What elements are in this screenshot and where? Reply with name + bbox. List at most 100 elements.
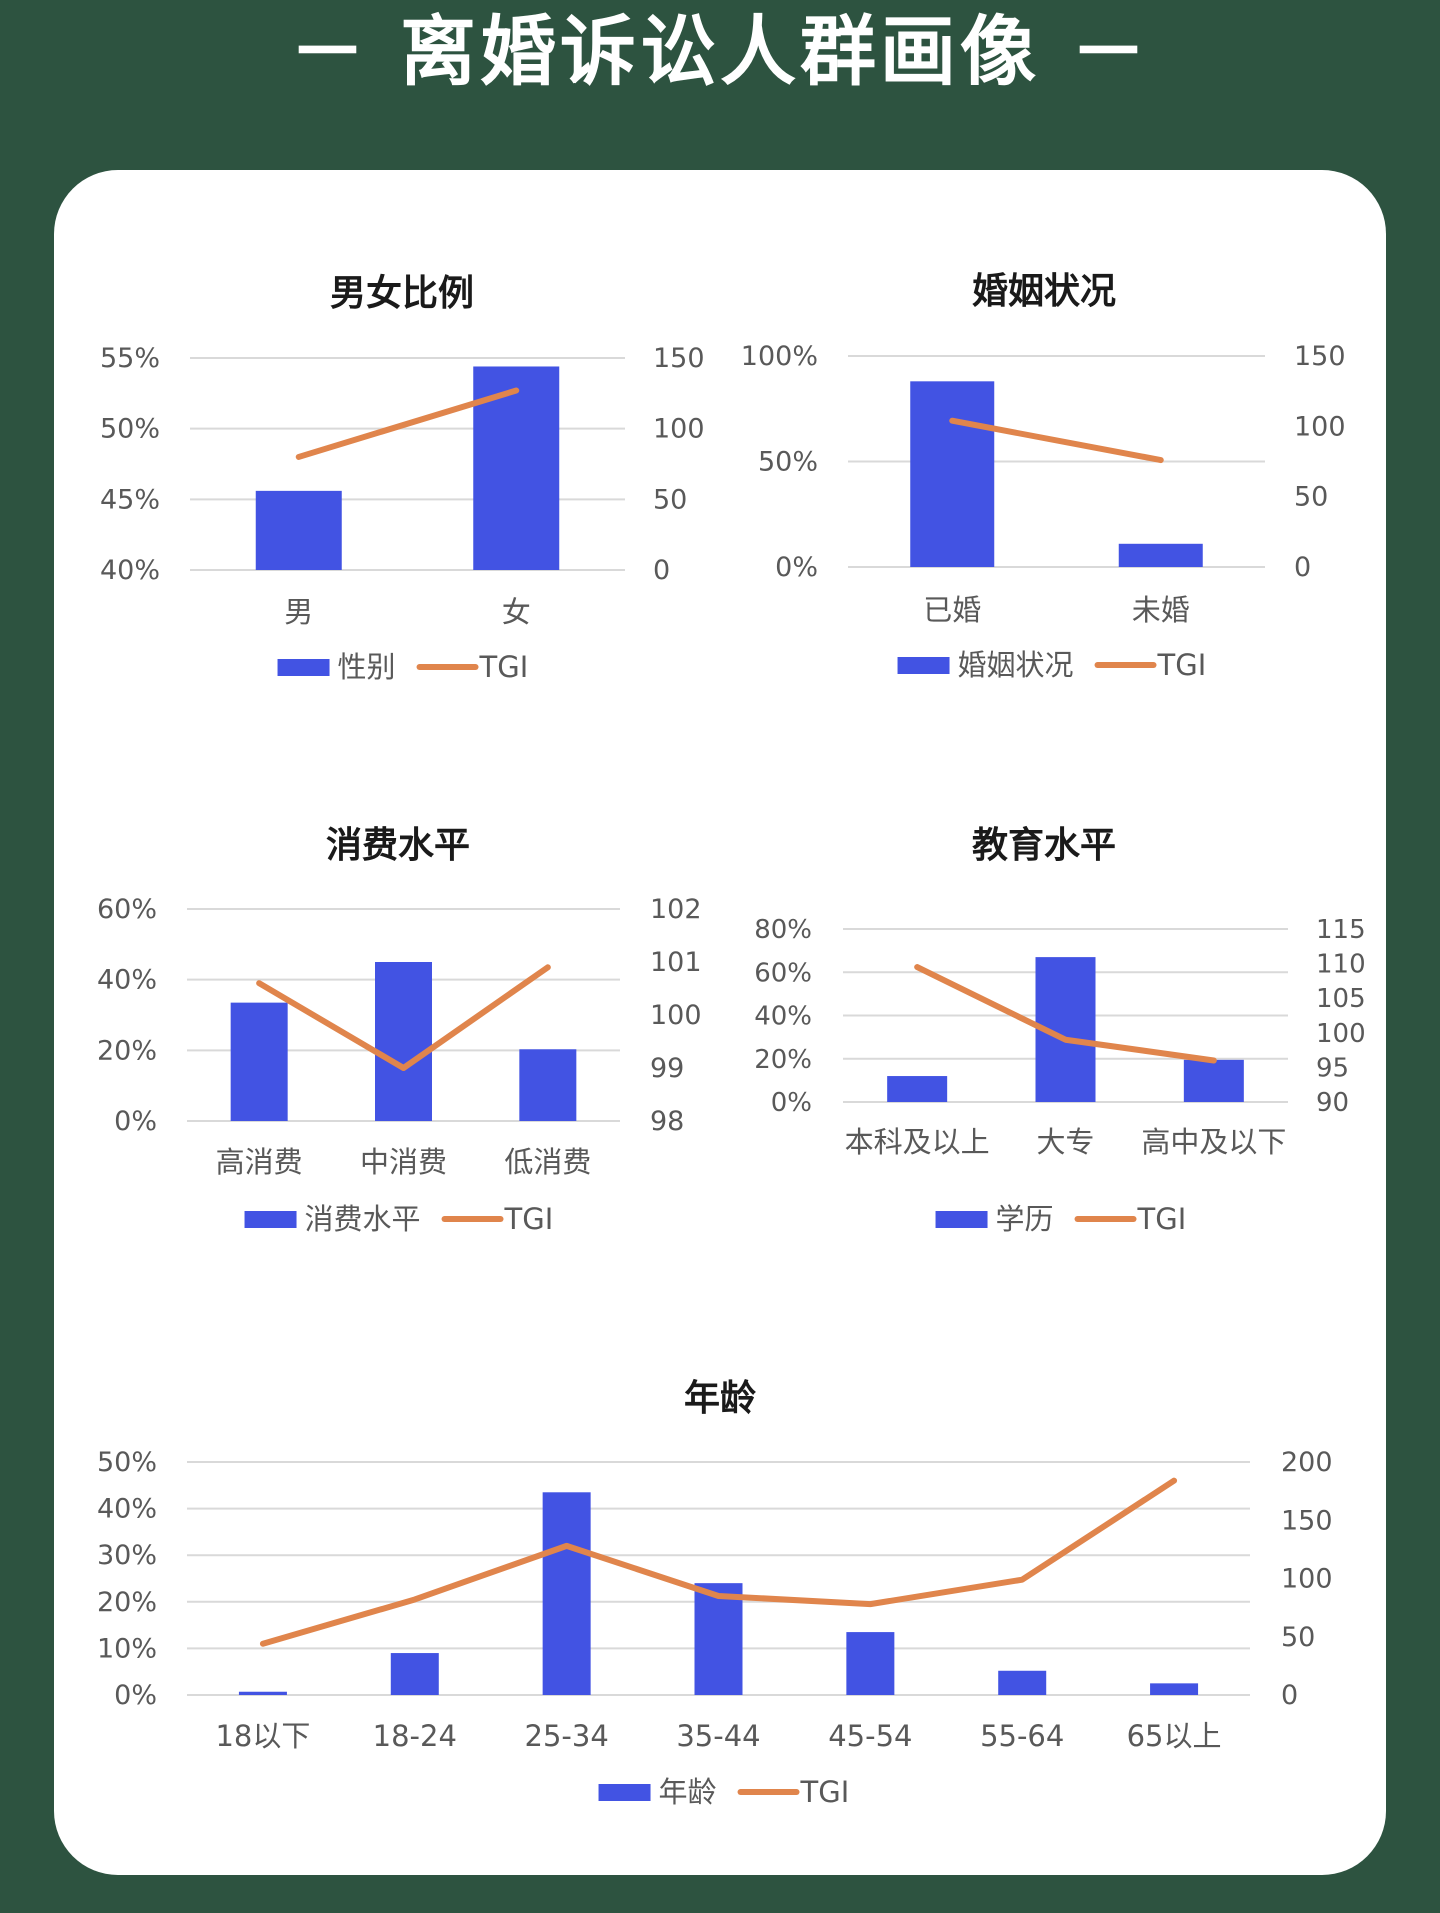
y-right-tick-label: 200 (1281, 1447, 1333, 1478)
bar (1118, 543, 1203, 567)
bar (375, 962, 432, 1121)
x-tick-label: 已婚 (923, 593, 981, 627)
chart-age: 年龄 0% 10% 20% 30% 40% 50% 0 50 100 150 200 18以下 18-24… (97, 1378, 1333, 1809)
bar (1183, 1059, 1244, 1102)
y-right-tick-label: 100 (650, 1000, 702, 1031)
tgi-line (949, 417, 1164, 464)
bar (230, 1002, 288, 1121)
y-left-tick-label: 40% (100, 555, 160, 586)
y-right-tick-label: 150 (1294, 341, 1346, 372)
y-right-tick-label: 110 (1316, 950, 1366, 980)
x-tick-label: 大专 (1036, 1125, 1094, 1159)
y-right-tick-label: 102 (650, 894, 702, 925)
x-tick-label: 35-44 (676, 1719, 760, 1753)
x-tick-label: 高中及以下 (1141, 1125, 1286, 1159)
legend: 性别 TGI (277, 650, 529, 684)
y-left-tick-label: 50% (97, 1447, 157, 1478)
y-left-tick-label: 80% (754, 915, 812, 945)
tgi-line (259, 1477, 1178, 1647)
y-right-tick-label: 150 (653, 343, 705, 374)
bar (542, 1492, 591, 1695)
y-left-tick-label: 10% (97, 1633, 157, 1664)
x-tick-label: 45-54 (828, 1719, 912, 1753)
page-title: － 离婚诉讼人群画像 － (289, 7, 1151, 96)
y-left-tick-label: 20% (754, 1045, 812, 1075)
legend-line-label: TGI (1157, 648, 1207, 682)
y-right-tick-label: 90 (1316, 1088, 1349, 1118)
legend-bar-label: 性别 (338, 650, 396, 684)
legend-bar-label: 婚姻状况 (958, 648, 1074, 682)
x-tick-label: 女 (502, 595, 531, 629)
legend: 年龄 TGI (598, 1775, 850, 1809)
legend-bar-label: 消费水平 (305, 1202, 421, 1236)
chart-education: 教育水平 0% 20% 40% 60% 80% 90 95 100 105 110 115 本科及以上 大… (754, 825, 1365, 1236)
legend-line-label: TGI (479, 650, 529, 684)
y-left-tick-label: 30% (97, 1540, 157, 1571)
bar (998, 1670, 1047, 1695)
legend-bar-swatch (935, 1211, 988, 1228)
legend-bar-label: 年龄 (659, 1775, 717, 1809)
y-right-tick-label: 101 (650, 947, 702, 978)
x-tick-label: 未婚 (1132, 593, 1190, 627)
y-right-tick-label: 100 (1281, 1564, 1333, 1595)
x-tick-label: 高消费 (216, 1145, 303, 1179)
bar (887, 1076, 948, 1102)
y-left-tick-label: 60% (754, 958, 812, 988)
y-left-tick-label: 50% (100, 414, 160, 445)
y-right-tick-label: 95 (1316, 1053, 1349, 1083)
legend-bar-swatch (897, 657, 950, 674)
legend: 学历 TGI (935, 1202, 1187, 1236)
y-left-tick-label: 40% (97, 1494, 157, 1525)
bar (519, 1049, 577, 1121)
y-right-tick-label: 105 (1316, 984, 1366, 1014)
x-tick-label: 男 (284, 595, 313, 629)
bar (694, 1583, 743, 1695)
legend: 消费水平 TGI (244, 1202, 554, 1236)
x-tick-label: 18-24 (373, 1719, 457, 1753)
legend-bar-swatch (277, 659, 330, 676)
y-right-tick-label: 50 (1281, 1622, 1315, 1653)
y-left-tick-label: 0% (114, 1106, 157, 1137)
chart-title: 男女比例 (330, 273, 474, 314)
tgi-line (256, 964, 551, 1071)
legend-line-label: TGI (504, 1202, 554, 1236)
x-tick-label: 18以下 (215, 1719, 310, 1753)
y-right-tick-label: 50 (653, 484, 687, 515)
legend-line-label: TGI (1137, 1202, 1187, 1236)
y-left-tick-label: 55% (100, 343, 160, 374)
chart-title: 年龄 (684, 1378, 756, 1419)
bar (1150, 1683, 1199, 1695)
tgi-line (914, 964, 1217, 1064)
y-left-tick-label: 100% (741, 341, 818, 372)
chart-title: 教育水平 (972, 825, 1116, 866)
x-tick-label: 25-34 (525, 1719, 609, 1753)
bar (255, 490, 342, 570)
y-left-tick-label: 0% (114, 1680, 157, 1711)
x-tick-label: 低消费 (504, 1145, 591, 1179)
x-tick-label: 55-64 (980, 1719, 1064, 1753)
y-right-tick-label: 0 (1281, 1680, 1298, 1711)
bar (910, 381, 995, 567)
y-left-tick-label: 40% (754, 1002, 812, 1032)
x-tick-label: 65以上 (1127, 1719, 1222, 1753)
x-tick-label: 中消费 (360, 1145, 447, 1179)
y-right-tick-label: 100 (1316, 1019, 1366, 1049)
x-tick-label: 本科及以上 (845, 1125, 990, 1159)
legend-line-label: TGI (800, 1775, 850, 1809)
legend-bar-swatch (598, 1784, 651, 1801)
legend-bar-label: 学历 (996, 1202, 1054, 1236)
y-right-tick-label: 98 (650, 1106, 684, 1137)
y-left-tick-label: 60% (97, 894, 157, 925)
y-right-tick-label: 0 (653, 555, 670, 586)
legend: 婚姻状况 TGI (897, 648, 1207, 682)
y-left-tick-label: 0% (775, 552, 818, 583)
y-left-tick-label: 45% (100, 484, 160, 515)
y-right-tick-label: 100 (1294, 411, 1346, 442)
y-left-tick-label: 50% (758, 447, 818, 478)
y-right-tick-label: 150 (1281, 1505, 1333, 1536)
bar (390, 1653, 439, 1695)
y-left-tick-label: 20% (97, 1035, 157, 1066)
y-left-tick-label: 0% (771, 1088, 812, 1118)
